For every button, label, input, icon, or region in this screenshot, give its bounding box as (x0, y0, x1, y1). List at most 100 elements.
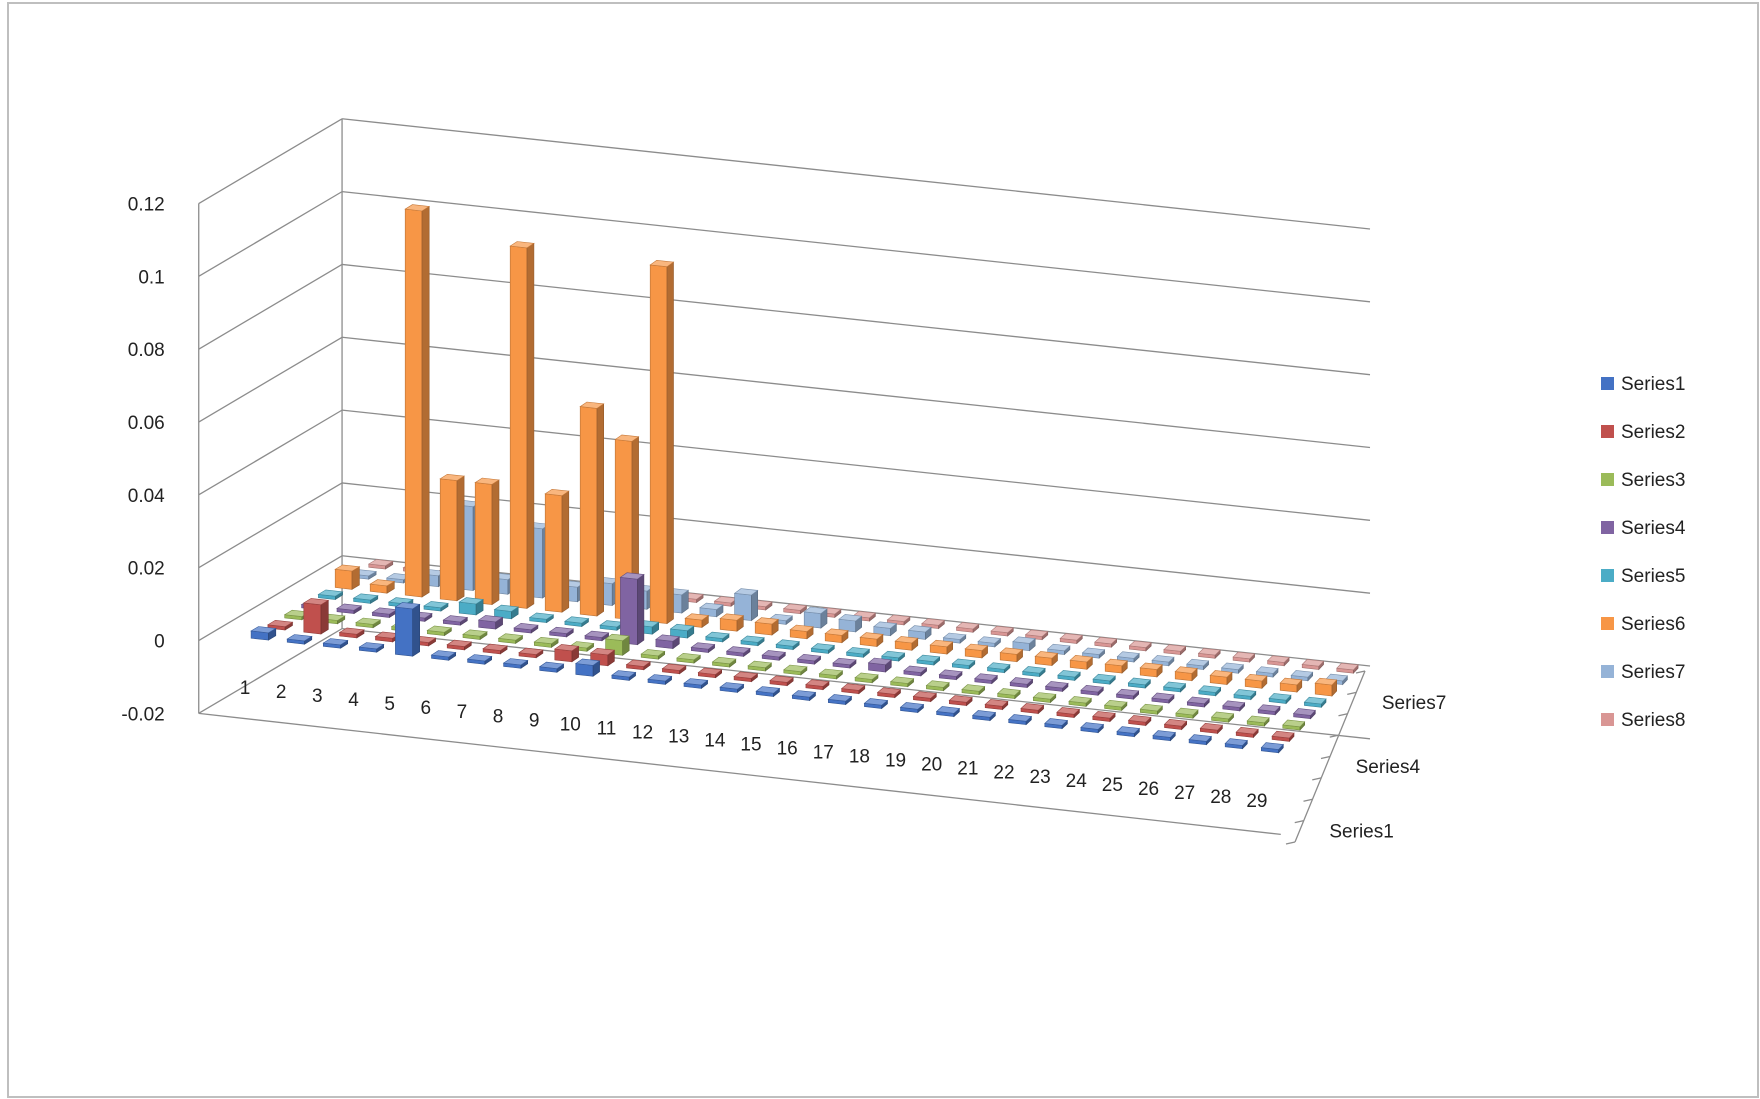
bar-top-face (1151, 692, 1175, 701)
bar-top-face (394, 602, 421, 610)
bar-top-face (761, 650, 787, 658)
bar-top-face (1081, 647, 1106, 655)
bar-series8-cat-21 (1059, 633, 1084, 645)
bar-series6-cat-5 (474, 477, 500, 606)
bar-top-face (1186, 658, 1210, 667)
bar-series4-cat-10 (619, 572, 645, 646)
bar-top-face (1057, 670, 1081, 678)
bar-top-face (1139, 703, 1164, 712)
bar-series8-cat-16 (886, 614, 911, 626)
bar-top-face (462, 629, 488, 637)
bar-top-face (286, 634, 313, 642)
bar-series2-cat-26 (1163, 718, 1188, 731)
bar-top-face (907, 625, 932, 633)
bar-top-face (640, 649, 666, 657)
bar-series1-cat-12 (647, 674, 673, 685)
bar-top-face (1279, 677, 1303, 686)
bar-top-face (548, 626, 575, 634)
bar-top-face (513, 622, 539, 631)
bar-top-face (1198, 685, 1222, 693)
bar-series2-cat-29 (1271, 730, 1295, 743)
legend-entry-series7: Series7 (1601, 662, 1685, 683)
bar-top-face (1197, 648, 1221, 656)
bar-top-face (876, 687, 902, 695)
bar-side-face (561, 490, 570, 613)
bar-series5-cat-19 (951, 658, 976, 670)
bar-top-face (990, 625, 1015, 634)
bar-series4-cat-2 (336, 603, 363, 615)
bar-series2-cat-24 (1092, 711, 1116, 723)
bar-series6-cat-14 (789, 624, 814, 640)
x-tick-label: 4 (348, 690, 359, 711)
bar-series2-cat-27 (1199, 722, 1224, 735)
bar-series6-cat-11 (684, 613, 710, 628)
bar-series6-cat-20 (999, 647, 1024, 663)
bar-top-face (518, 647, 544, 655)
bar-series3-cat-12 (676, 652, 702, 664)
legend-label: Series7 (1621, 662, 1685, 683)
x-tick-label: 28 (1210, 787, 1231, 808)
bar-top-face (1092, 711, 1116, 719)
bar-front-face (404, 208, 423, 598)
bar-top-face (574, 658, 601, 666)
bar-series4-cat-17 (867, 657, 893, 673)
x-tick-label: 5 (384, 694, 395, 715)
bar-top-face (334, 564, 361, 572)
bar-top-face (466, 654, 493, 662)
bar-top-face (426, 625, 453, 633)
bar-series2-cat-21 (984, 699, 1009, 711)
x-tick-label: 2 (276, 682, 287, 703)
y-tick-label: 0 (154, 632, 165, 653)
bar-top-face (845, 647, 871, 655)
bar-series1-cat-10 (574, 658, 601, 677)
bar-series4-cat-24 (1115, 688, 1140, 700)
bar-top-face (873, 621, 898, 629)
bar-series3-cat-13 (711, 656, 737, 668)
bar-series3-cat-15 (783, 664, 808, 676)
bar-series4-cat-27 (1222, 700, 1246, 712)
bar-top-face (1175, 707, 1199, 716)
bar-top-face (1210, 711, 1235, 720)
bar-series3-cat-20 (961, 684, 986, 696)
bar-front-face (803, 611, 822, 629)
bar-series1-cat-15 (755, 686, 781, 698)
bar-series6-cat-27 (1244, 673, 1268, 690)
bar-top-face (899, 702, 925, 710)
bar-series1-cat-28 (1224, 738, 1248, 750)
bar-series1-cat-8 (502, 658, 529, 669)
bar-series1-cat-2 (286, 634, 313, 645)
bar-top-face (352, 593, 379, 601)
bar-series1-cat-27 (1188, 734, 1212, 746)
bar-top-face (1209, 670, 1233, 678)
bar-series3-cat-17 (854, 672, 879, 684)
bar-series2-cat-14 (733, 671, 759, 683)
bar-side-face (596, 403, 605, 617)
bar-side-face (421, 205, 430, 598)
bar-top-face (1032, 692, 1057, 700)
bar-front-face (554, 648, 573, 663)
bar-top-face (1255, 666, 1279, 674)
y-tick-label: 0.04 (128, 486, 165, 507)
x-tick-label: 21 (957, 759, 978, 780)
y-tick-label: 0.02 (128, 559, 165, 580)
x-tick-label: 29 (1246, 791, 1267, 812)
bar-top-face (1056, 707, 1081, 715)
bar-series8-cat-27 (1266, 655, 1290, 667)
bar-series4-cat-20 (974, 673, 999, 685)
bar-top-face (916, 654, 941, 663)
bar-top-face (810, 643, 836, 651)
bar-top-face (938, 669, 963, 677)
x-tick-label: 11 (597, 718, 617, 739)
bar-top-face (649, 259, 675, 268)
bar-top-face (358, 642, 385, 650)
bar-top-face (1336, 662, 1359, 671)
bar-front-face (620, 576, 638, 646)
bar-top-face (974, 673, 999, 681)
bar-top-face (1024, 629, 1049, 637)
legend-label: Series1 (1621, 374, 1685, 395)
bar-series5-cat-21 (1021, 666, 1046, 678)
bar-top-face (1080, 684, 1104, 693)
bar-side-face (750, 589, 759, 622)
bar-series1-cat-25 (1116, 726, 1141, 738)
legend-entry-series2: Series2 (1601, 422, 1685, 443)
